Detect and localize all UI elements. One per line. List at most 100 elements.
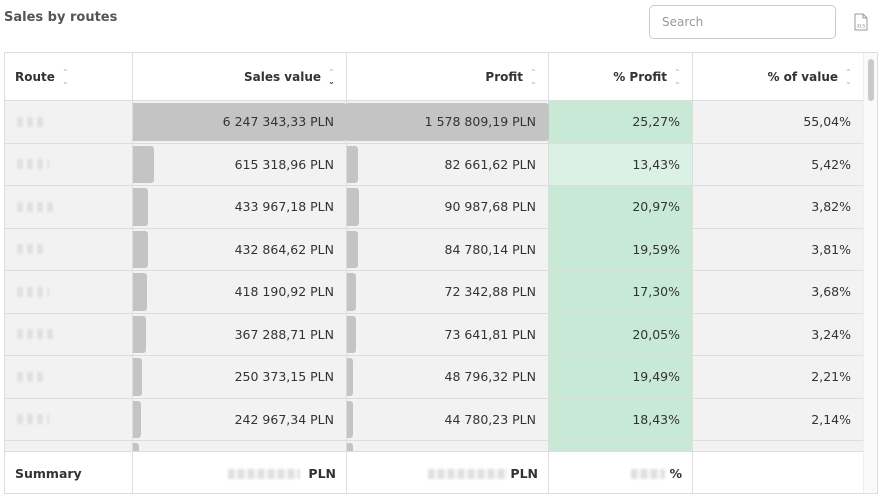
sales-share-bar xyxy=(133,443,140,451)
sort-icon: ⌃ ⌄ xyxy=(530,67,537,86)
redacted-route xyxy=(17,329,55,340)
sort-icon: ⌃ ⌄ xyxy=(674,67,681,86)
profit-share-bar xyxy=(347,103,549,141)
table-row[interactable]: 367 288,71 PLN 73 641,81 PLN 20,05% 3,24% xyxy=(5,313,863,356)
sales-value-cell: 433 967,18 PLN xyxy=(133,186,347,228)
route-cell xyxy=(5,101,133,143)
table-body: 6 247 343,33 PLN 1 578 809,19 PLN 25,27% 55… xyxy=(5,101,863,451)
sales-table: Route ⌃ ⌄ Sales value ⌃ ⌄ Profit ⌃ ⌄ % Prof… xyxy=(4,52,878,494)
pct-profit-cell: 17,30% xyxy=(549,271,693,313)
pct-value-cell: 2,21% xyxy=(811,369,851,385)
column-header-pct-value[interactable]: % of value ⌃ ⌄ xyxy=(767,67,852,86)
profit-cell: 1 578 809,19 PLN xyxy=(347,101,549,143)
summary-pct-value xyxy=(693,452,863,493)
route-cell xyxy=(5,356,133,398)
pct-profit-cell: 19,49% xyxy=(549,356,693,398)
profit-share-bar xyxy=(347,443,353,451)
summary-label: Summary xyxy=(5,452,133,493)
pct-profit-cell: 20,05% xyxy=(549,313,693,355)
profit-cell: 82 661,62 PLN xyxy=(347,143,549,185)
profit-cell: 73 641,81 PLN xyxy=(347,313,549,355)
profit-share-bar xyxy=(347,188,359,226)
sales-value-cell: 367 288,71 PLN xyxy=(133,313,347,355)
redacted-value xyxy=(631,468,666,479)
profit-share-bar xyxy=(347,230,358,268)
profit-share-bar xyxy=(347,145,358,183)
profit-cell: 44 780,23 PLN xyxy=(347,398,549,440)
sales-share-bar xyxy=(133,145,155,183)
table-header: Route ⌃ ⌄ Sales value ⌃ ⌄ Profit ⌃ ⌄ % Prof… xyxy=(5,53,863,101)
redacted-route xyxy=(17,116,43,127)
table-row[interactable]: 250 373,15 PLN 48 796,32 PLN 19,49% 2,21% xyxy=(5,356,863,399)
profit-share-bar xyxy=(347,358,354,396)
sales-value-cell: 242 967,34 PLN xyxy=(133,398,347,440)
sales-share-bar xyxy=(133,400,142,438)
sales-share-bar xyxy=(133,230,148,268)
pct-value-cell: 3,82% xyxy=(811,199,851,215)
sales-share-bar xyxy=(133,358,142,396)
redacted-route xyxy=(17,159,49,170)
scrollbar-thumb[interactable] xyxy=(868,59,874,101)
redacted-route xyxy=(17,286,49,297)
column-header-sales-value[interactable]: Sales value ⌃ ⌄ xyxy=(133,53,347,100)
route-cell xyxy=(5,271,133,313)
sales-value-cell: 432 864,62 PLN xyxy=(133,228,347,270)
sales-share-bar xyxy=(133,315,146,353)
summary-profit: PLN xyxy=(347,452,549,493)
summary-sales: PLN xyxy=(133,452,347,493)
summary-row: Summary PLN PLN % xyxy=(5,451,863,493)
widget-title: Sales by routes xyxy=(4,10,118,25)
sales-share-bar xyxy=(133,103,347,141)
sort-icon: ⌃ ⌄ xyxy=(845,67,852,86)
pct-value-cell xyxy=(693,441,863,451)
table-row[interactable]: 6 247 343,33 PLN 1 578 809,19 PLN 25,27% 55… xyxy=(5,101,863,144)
xls-export-icon[interactable]: XLS xyxy=(854,13,868,31)
sales-value-cell: 418 190,92 PLN xyxy=(133,271,347,313)
redacted-route xyxy=(17,201,55,212)
table-row[interactable] xyxy=(5,441,863,451)
pct-value-cell: 5,42% xyxy=(811,156,851,172)
sales-share-bar xyxy=(133,273,148,311)
redacted-value xyxy=(428,468,509,479)
sales-value-cell: 250 373,15 PLN xyxy=(133,356,347,398)
sales-value-cell: 615 318,96 PLN xyxy=(133,143,347,185)
profit-cell: 48 796,32 PLN xyxy=(347,356,549,398)
route-cell xyxy=(5,228,133,270)
column-header-profit[interactable]: Profit ⌃ ⌄ xyxy=(347,53,549,100)
redacted-route xyxy=(17,414,49,425)
profit-cell: 90 987,68 PLN xyxy=(347,186,549,228)
pct-value-cell: 3,81% xyxy=(811,241,851,257)
sort-descending-icon: ⌃ ⌄ xyxy=(328,67,335,86)
profit-share-bar xyxy=(347,315,357,353)
profit-share-bar xyxy=(347,400,353,438)
pct-profit-cell: 25,27% xyxy=(549,101,693,143)
route-cell xyxy=(5,398,133,440)
summary-pct-profit: % xyxy=(549,452,693,493)
redacted-value xyxy=(228,468,301,479)
sales-value-cell: 6 247 343,33 PLN xyxy=(133,101,347,143)
table-row[interactable]: 418 190,92 PLN 72 342,88 PLN 17,30% 3,68% xyxy=(5,271,863,314)
svg-text:XLS: XLS xyxy=(857,24,866,30)
route-cell xyxy=(5,313,133,355)
pct-value-cell: 3,24% xyxy=(811,326,851,342)
pct-profit-cell xyxy=(549,441,693,451)
column-header-route[interactable]: Route ⌃ ⌄ xyxy=(5,53,133,100)
route-cell xyxy=(5,143,133,185)
pct-value-cell: 3,68% xyxy=(811,284,851,300)
redacted-route xyxy=(17,371,43,382)
vertical-scrollbar[interactable] xyxy=(863,53,877,493)
table-row[interactable]: 242 967,34 PLN 44 780,23 PLN 18,43% 2,14% xyxy=(5,398,863,441)
profit-cell: 84 780,14 PLN xyxy=(347,228,549,270)
pct-value-cell: 55,04% xyxy=(803,114,851,130)
sales-share-bar xyxy=(133,188,148,226)
search-input[interactable] xyxy=(649,5,836,39)
column-header-pct-profit[interactable]: % Profit ⌃ ⌄ xyxy=(549,53,693,100)
profit-cell xyxy=(347,441,549,451)
profit-share-bar xyxy=(347,273,357,311)
table-row[interactable]: 615 318,96 PLN 82 661,62 PLN 13,43% 5,42% xyxy=(5,143,863,186)
pct-profit-cell: 19,59% xyxy=(549,228,693,270)
table-row[interactable]: 433 967,18 PLN 90 987,68 PLN 20,97% 3,82% xyxy=(5,186,863,229)
pct-profit-cell: 18,43% xyxy=(549,398,693,440)
table-row[interactable]: 432 864,62 PLN 84 780,14 PLN 19,59% 3,81% xyxy=(5,228,863,271)
pct-value-cell: 2,14% xyxy=(811,411,851,427)
